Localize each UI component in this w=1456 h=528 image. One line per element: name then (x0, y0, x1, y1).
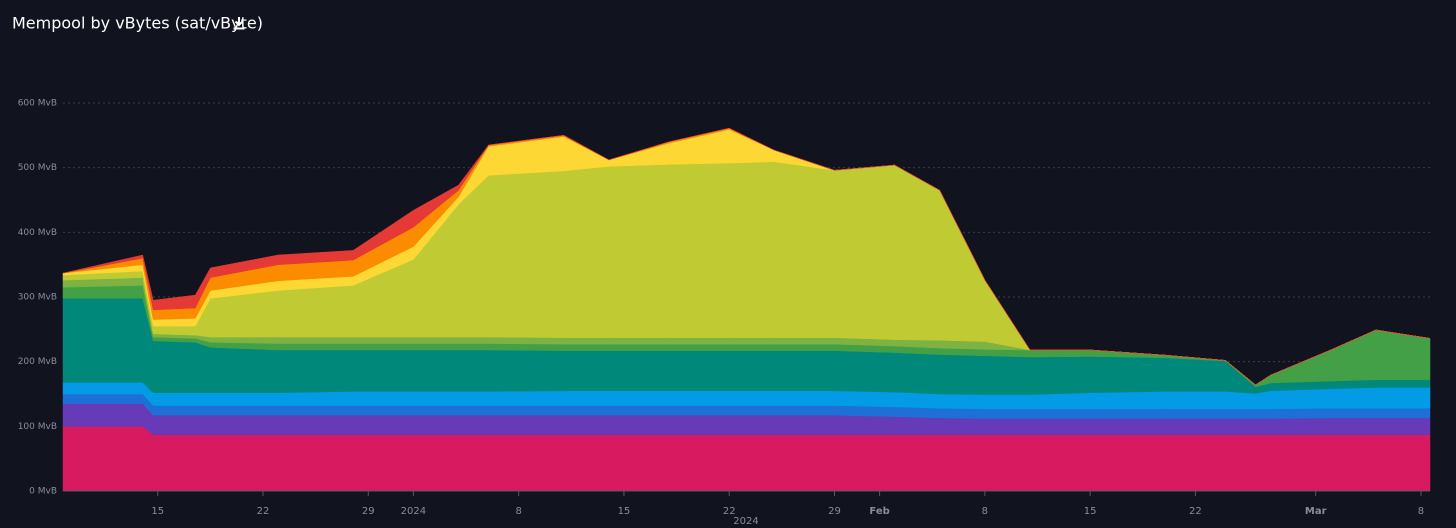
x-tick-label: 8 (515, 506, 521, 517)
y-tick-label: 500 MvB (18, 163, 57, 173)
download-glyph (233, 17, 245, 30)
x-tick-label: 22 (257, 506, 270, 517)
y-tick-label: 0 MvB (29, 487, 57, 497)
x-tick-label: 8 (982, 506, 988, 517)
area (62, 426, 1431, 492)
x-tick-label: 15 (151, 506, 164, 517)
y-tick-label: 200 MvB (18, 357, 57, 367)
x-tick-label: 22 (723, 506, 736, 517)
y-tick-label: 600 MvB (18, 99, 57, 109)
y-tick-label: 100 MvB (18, 422, 57, 432)
x-tick-label: 22 (1189, 506, 1202, 517)
y-tick-label: 300 MvB (18, 293, 57, 303)
chart-title: Mempool by vBytes (sat/vByte) (12, 14, 263, 33)
x-tick-label: 8 (1418, 506, 1424, 517)
x-tick-label: 2024 (401, 506, 426, 517)
x-tick-label: Mar (1305, 506, 1327, 517)
area (62, 127, 1431, 386)
x-tick-label: Feb (869, 506, 889, 517)
x-tick-label: 29 (362, 506, 375, 517)
x-tick-label: 29 (828, 506, 841, 517)
areas (62, 127, 1431, 492)
x-tick-label: 15 (618, 506, 631, 517)
y-tick-label: 400 MvB (18, 228, 57, 238)
x-tick-label: 15 (1084, 506, 1097, 517)
download-icon[interactable] (233, 17, 245, 30)
x-axis-label: 2024 (733, 516, 758, 527)
